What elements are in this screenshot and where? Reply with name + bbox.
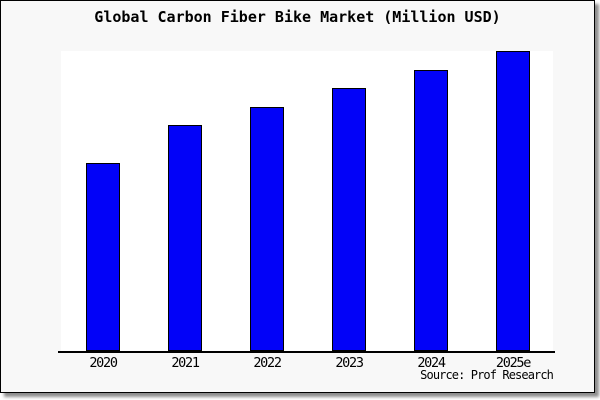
x-tick-2023: 2023 — [335, 355, 364, 371]
x-tick-2021: 2021 — [171, 355, 200, 371]
chart-frame: Global Carbon Fiber Bike Market (Million… — [0, 0, 595, 393]
x-tick-2024: 2024 — [417, 355, 446, 371]
bar-2021 — [168, 125, 202, 351]
x-axis-line — [58, 351, 555, 353]
x-tick-2020: 2020 — [89, 355, 118, 371]
source-attribution: Source: Prof Research — [420, 368, 554, 382]
x-tick-2022: 2022 — [253, 355, 282, 371]
bar-2020 — [86, 163, 120, 351]
plot-area — [61, 51, 553, 351]
chart-title: Global Carbon Fiber Bike Market (Million… — [94, 8, 501, 26]
bar-2024 — [414, 70, 448, 351]
bar-2022 — [250, 107, 284, 351]
bar-2025e — [496, 51, 530, 351]
bar-2023 — [332, 88, 366, 351]
x-tick-2025e: 2025e — [495, 355, 531, 371]
